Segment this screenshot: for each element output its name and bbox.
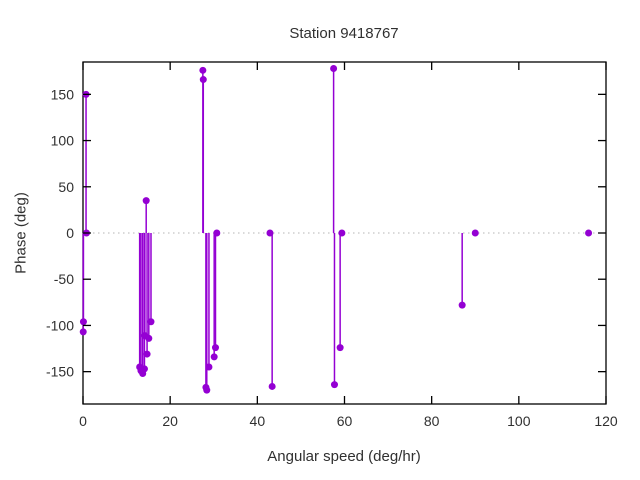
data-point <box>330 381 338 389</box>
data-point <box>266 229 274 237</box>
data-point <box>210 353 218 361</box>
data-point <box>268 382 276 390</box>
data-point <box>336 344 344 352</box>
y-tick-label: -150 <box>46 364 74 380</box>
y-tick-label: 150 <box>51 86 75 102</box>
data-point <box>203 386 211 394</box>
data-point <box>143 350 151 358</box>
data-point <box>199 76 207 84</box>
data-point <box>199 66 207 74</box>
x-axis-label: Angular speed (deg/hr) <box>267 448 421 465</box>
data-point <box>338 229 346 237</box>
x-tick-label: 40 <box>250 413 266 429</box>
chart-title: Station 9418767 <box>289 25 399 42</box>
data-point <box>79 318 87 326</box>
data-point <box>205 363 213 371</box>
y-tick-label: 100 <box>51 133 75 149</box>
x-tick-label: 20 <box>162 413 178 429</box>
data-point <box>213 229 221 237</box>
y-tick-label: 50 <box>58 179 74 195</box>
data-point <box>330 64 338 72</box>
y-tick-label: -50 <box>54 271 74 287</box>
x-tick-label: 0 <box>79 413 87 429</box>
data-point <box>142 197 150 205</box>
data-point <box>140 365 148 373</box>
y-tick-label: -100 <box>46 317 74 333</box>
data-point <box>147 318 155 326</box>
data-point <box>211 344 219 352</box>
data-point <box>458 301 466 309</box>
data-point <box>145 334 153 342</box>
data-point <box>585 229 593 237</box>
x-tick-label: 100 <box>507 413 531 429</box>
data-point <box>471 229 479 237</box>
x-tick-label: 120 <box>594 413 618 429</box>
x-tick-label: 80 <box>424 413 440 429</box>
data-point <box>79 328 87 336</box>
x-tick-label: 60 <box>337 413 353 429</box>
y-tick-label: 0 <box>66 225 74 241</box>
